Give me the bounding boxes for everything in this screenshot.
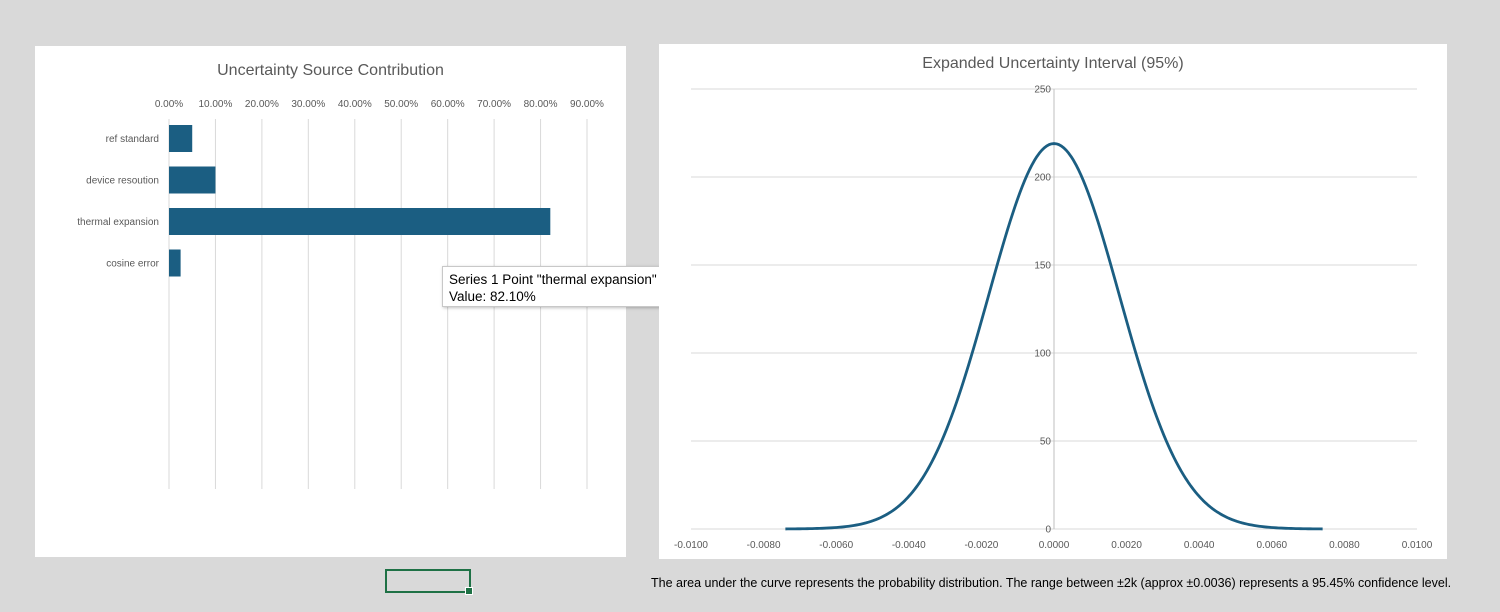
y-tick-label: 100 <box>1034 349 1051 360</box>
x-tick-label: 0.0060 <box>1257 540 1288 551</box>
x-tick-label: 0.00% <box>155 99 183 110</box>
bar-thermal-expansion <box>169 208 551 235</box>
contribution-chart-title: Uncertainty Source Contribution <box>217 62 444 79</box>
interval-chart-panel[interactable]: Expanded Uncertainty Interval (95%) 0 50 1… <box>659 44 1447 559</box>
x-tick-label: -0.0020 <box>964 540 998 551</box>
x-tick-label: 50.00% <box>384 99 418 110</box>
x-tick-label: 40.00% <box>338 99 372 110</box>
y-tick-label: 250 <box>1034 85 1051 96</box>
x-tick-label: 0.0080 <box>1329 540 1360 551</box>
x-tick-label: 0.0000 <box>1039 540 1070 551</box>
footer-note: The area under the curve represents the … <box>651 576 1452 590</box>
selected-cell[interactable] <box>385 569 473 595</box>
x-tick-label: 60.00% <box>431 99 465 110</box>
interval-line-chart[interactable]: 0 50 100 150 200 250 -0.0100 -0.0080 -0.0060 -0.0… <box>659 44 1447 559</box>
y-tick-label: 150 <box>1034 261 1051 272</box>
fill-handle[interactable] <box>465 587 473 595</box>
category-label: ref standard <box>106 134 159 145</box>
x-tick-label: 0.0100 <box>1402 540 1433 551</box>
y-tick-label: 0 <box>1045 525 1051 536</box>
x-tick-label: -0.0040 <box>892 540 926 551</box>
category-label: thermal expansion <box>77 217 159 228</box>
contribution-chart-panel[interactable]: Uncertainty Source Contribution 0.00% 10.… <box>35 46 685 557</box>
x-tick-label: -0.0080 <box>747 540 781 551</box>
bar-cosine-error <box>169 249 181 277</box>
x-tick-label: 20.00% <box>245 99 279 110</box>
category-label: device resoution <box>86 176 159 187</box>
x-tick-label: 10.00% <box>198 99 232 110</box>
bar-ref-standard <box>169 125 193 152</box>
bar-device-resoution <box>169 166 216 194</box>
interval-chart-title: Expanded Uncertainty Interval (95%) <box>922 55 1184 72</box>
contribution-bar-chart[interactable]: 0.00% 10.00% 20.00% 30.00% 40.00% 50.00% 60.00… <box>35 46 626 557</box>
x-tick-label: 70.00% <box>477 99 511 110</box>
chart-tooltip: Series 1 Point "thermal expansion" Value… <box>442 266 685 307</box>
x-tick-label: -0.0060 <box>819 540 853 551</box>
x-tick-label: 90.00% <box>570 99 604 110</box>
distribution-curve <box>785 142 1323 531</box>
tooltip-series-line: Series 1 Point "thermal expansion" <box>449 272 657 287</box>
tooltip-value-line: Value: 82.10% <box>449 289 536 304</box>
y-tick-label: 50 <box>1040 437 1052 448</box>
x-tick-label: 0.0040 <box>1184 540 1215 551</box>
y-tick-label: 200 <box>1034 173 1051 184</box>
category-label: cosine error <box>106 259 159 270</box>
x-tick-label: 0.0020 <box>1111 540 1142 551</box>
x-tick-label: 30.00% <box>291 99 325 110</box>
x-tick-label: 80.00% <box>524 99 558 110</box>
x-tick-label: -0.0100 <box>674 540 708 551</box>
